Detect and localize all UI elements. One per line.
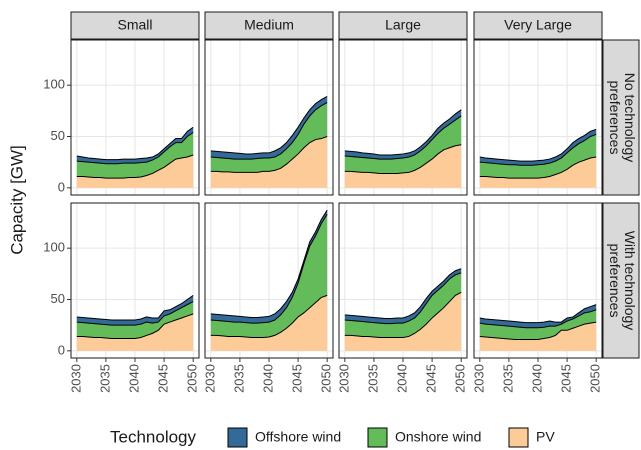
facet-row-label: With technology [622, 231, 638, 331]
area-outline [344, 272, 462, 325]
panel-border [70, 39, 200, 196]
area [210, 295, 328, 351]
area [76, 127, 194, 164]
y-tick-label: 50 [51, 128, 65, 143]
area-outline [479, 304, 597, 324]
y-tick-label: 100 [43, 77, 65, 92]
area [76, 154, 194, 188]
area-outline [479, 321, 597, 341]
x-tick-label: 2050 [588, 364, 603, 393]
area [344, 268, 462, 324]
x-tick-label: 2035 [231, 364, 246, 393]
area-outline [479, 128, 597, 162]
area-outline [479, 133, 597, 166]
area-outline [210, 136, 328, 173]
area-outline [76, 313, 194, 339]
area [210, 214, 328, 338]
facet-strip [602, 39, 640, 196]
facet-strip [338, 11, 468, 40]
area [344, 292, 462, 351]
area [210, 96, 328, 160]
facet-row-label: preferences [607, 81, 623, 155]
area-outline [210, 102, 328, 160]
area [76, 301, 194, 339]
area [479, 309, 597, 340]
facet-row-label: No technology [622, 73, 638, 163]
facet-col-label: Very Large [504, 17, 572, 33]
x-tick-label: 2045 [156, 364, 171, 393]
area [479, 157, 597, 188]
area-outline [479, 309, 597, 329]
x-tick-label: 2040 [126, 364, 141, 393]
panel-border [204, 39, 334, 196]
x-tick-label: 2030 [68, 364, 83, 393]
facet-strip [204, 11, 334, 40]
area-outline [76, 294, 194, 321]
facet-strip [473, 11, 603, 40]
area-outline [76, 154, 194, 179]
x-tick-label: 2030 [202, 364, 217, 393]
facet-strip [602, 202, 640, 359]
area [479, 134, 597, 179]
area-outline [76, 131, 194, 165]
x-tick-label: 2030 [471, 364, 486, 393]
area [76, 132, 194, 179]
area [210, 136, 328, 188]
area [76, 295, 194, 326]
x-tick-label: 2045 [559, 364, 574, 393]
legend-label: Onshore wind [395, 429, 481, 445]
y-tick-label: 100 [43, 240, 65, 255]
x-tick-label: 2035 [500, 364, 515, 393]
area-outline [344, 109, 462, 156]
facet-row-label: preferences [607, 244, 623, 318]
area-outline [210, 209, 328, 318]
area-outline [344, 291, 462, 338]
x-tick-label: 2030 [336, 364, 351, 393]
x-tick-label: 2050 [185, 364, 200, 393]
legend-label: Offshore wind [255, 429, 341, 445]
area-outline [210, 294, 328, 338]
x-tick-label: 2040 [260, 364, 275, 393]
facet-col-label: Large [385, 17, 421, 33]
x-tick-label: 2050 [453, 364, 468, 393]
legend-swatch [367, 427, 388, 448]
x-tick-label: 2040 [394, 364, 409, 393]
area-outline [479, 156, 597, 179]
x-tick-label: 2050 [319, 364, 334, 393]
legend-title: Technology [110, 427, 197, 446]
area-outline [344, 115, 462, 160]
y-tick-label: 0 [58, 179, 65, 194]
area [479, 322, 597, 351]
x-tick-label: 2045 [424, 364, 439, 393]
x-tick-label: 2035 [365, 364, 380, 393]
area [344, 109, 462, 160]
x-tick-label: 2045 [290, 364, 305, 393]
legend-swatch [508, 427, 529, 448]
area-outline [344, 268, 462, 319]
x-tick-label: 2035 [97, 364, 112, 393]
x-tick-label: 2040 [529, 364, 544, 393]
facet-col-label: Medium [244, 17, 294, 33]
y-axis-label: Capacity [GW] [7, 145, 26, 255]
area-outline [344, 144, 462, 174]
legend-label: PV [536, 429, 555, 445]
facet-strip [70, 11, 200, 40]
legend-swatch [227, 427, 248, 448]
y-tick-label: 50 [51, 291, 65, 306]
facet-col-label: Small [117, 17, 152, 33]
area-outline [76, 126, 194, 161]
area [344, 144, 462, 188]
area-outline [210, 214, 328, 324]
panel-border [338, 39, 468, 196]
area-outline [210, 96, 328, 155]
area [479, 304, 597, 328]
y-tick-label: 0 [58, 342, 65, 357]
panel-border [473, 39, 603, 196]
area [76, 313, 194, 351]
area-outline [76, 301, 194, 326]
